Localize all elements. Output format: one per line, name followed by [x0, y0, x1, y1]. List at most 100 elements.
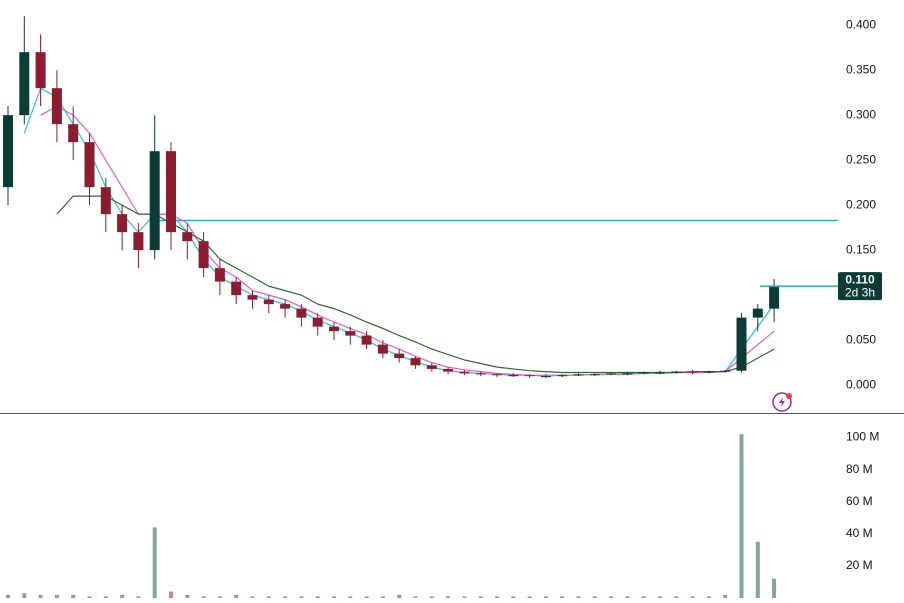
candle-body [540, 376, 551, 378]
volume-bar [772, 578, 777, 598]
volume-bar [169, 591, 173, 598]
candle-body [671, 371, 682, 373]
volume-bar [152, 527, 157, 598]
volume-bar [299, 596, 304, 598]
candle-body [589, 374, 600, 376]
candle-body [51, 88, 62, 125]
volume-bar [478, 596, 483, 598]
y-tick-label: 0.300 [846, 107, 876, 121]
volume-bar [690, 596, 695, 598]
candle-body [703, 371, 714, 373]
volume-bar [71, 594, 76, 598]
candle-body [214, 268, 225, 282]
volume-tick-label: 60 M [846, 494, 873, 508]
moving-average [56, 195, 775, 374]
countdown-label: 2d 3h [845, 285, 875, 299]
candle-body [166, 151, 176, 233]
candle-body [19, 52, 30, 116]
volume-bar [576, 596, 581, 598]
volume-bar [755, 541, 760, 598]
volume-bar [136, 596, 141, 598]
candle-body [280, 304, 291, 309]
candle-body [100, 187, 111, 215]
volume-bar [120, 594, 125, 598]
volume-bar [397, 594, 402, 598]
volume-bar [234, 594, 239, 598]
candle-body [117, 214, 128, 233]
candle-body [426, 365, 437, 369]
volume-tick-label: 40 M [846, 526, 873, 540]
candle-body [394, 353, 405, 359]
candle-body [557, 375, 568, 377]
volume-bar [446, 596, 451, 598]
volume-bar [54, 594, 59, 598]
candle-body [720, 370, 731, 372]
volume-bar [511, 596, 516, 598]
volume-bar [739, 434, 744, 598]
candle-body [769, 286, 780, 309]
volume-tick-label: 100 M [846, 430, 879, 444]
last-price-label: 0.110 [845, 272, 875, 286]
candle-body [84, 142, 95, 188]
volume-bar [429, 596, 434, 598]
candle-body [573, 374, 584, 376]
candle-body [361, 335, 372, 345]
volume-tick-label: 20 M [846, 558, 873, 572]
candle-body [459, 371, 470, 374]
volume-bar [201, 596, 206, 598]
icon-bolt [779, 397, 785, 407]
volume-bar [364, 596, 369, 598]
candle-body [35, 52, 46, 89]
candle-body [475, 373, 486, 375]
volume-bar [609, 596, 614, 598]
volume-bar [543, 596, 548, 598]
y-tick-label: 0.400 [846, 17, 876, 31]
candle-body [622, 373, 633, 375]
volume-bar [6, 594, 10, 598]
candle-body [638, 372, 649, 374]
y-tick-label: 0.150 [846, 242, 876, 256]
candle-body [68, 124, 79, 143]
volume-bar [103, 596, 108, 598]
candle-body [133, 232, 144, 251]
volume-bar [658, 596, 662, 598]
candle-body [752, 308, 763, 318]
candle-body [296, 308, 307, 318]
volume-bar [87, 596, 92, 598]
volume-bar [217, 596, 222, 598]
volume-bar [674, 596, 679, 598]
y-tick-label: 0.250 [846, 152, 876, 166]
volume-bar [413, 596, 418, 598]
volume-bar [185, 594, 190, 598]
candle-body [524, 375, 535, 377]
y-tick-label: 0.050 [846, 332, 876, 346]
candle-body [198, 241, 209, 269]
candle-body [687, 371, 698, 373]
y-tick-label: 0.200 [846, 197, 876, 211]
candle-body [377, 344, 388, 354]
candle-body [247, 295, 258, 300]
candle-body [443, 368, 454, 372]
candle-body [345, 331, 356, 336]
volume-bar [380, 596, 385, 598]
candle-body [182, 232, 193, 242]
candle-body [606, 373, 617, 375]
candle-body [492, 374, 502, 376]
flash-icon[interactable] [772, 392, 792, 412]
volume-bar [22, 593, 27, 598]
volume-bar [462, 596, 467, 598]
candle-body [231, 281, 242, 296]
candle-body [655, 372, 665, 374]
volume-bar [38, 594, 43, 598]
icon-dot [786, 393, 792, 399]
candle-body [736, 317, 747, 371]
y-tick-label: 0.350 [846, 62, 876, 76]
volume-bar [495, 596, 499, 598]
volume-bar [641, 596, 646, 598]
volume-bar [332, 596, 336, 598]
candle-body [410, 358, 421, 366]
candle-body [312, 317, 323, 327]
candle-body [149, 151, 160, 251]
candle-body [329, 326, 339, 332]
